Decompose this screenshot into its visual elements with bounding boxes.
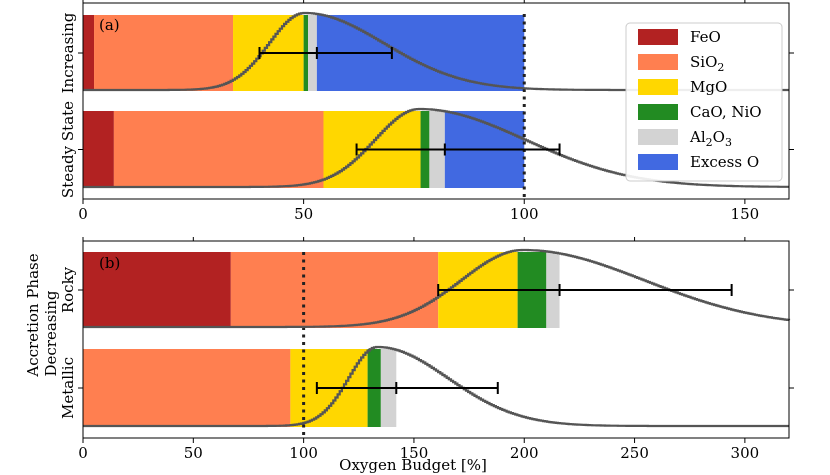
x-tick-label-100: 100: [510, 205, 539, 223]
x-tick-label-250: 250: [620, 444, 649, 462]
segment-increasing-sio2: [94, 15, 234, 91]
x-tick-label-200: 200: [510, 444, 539, 462]
y-tick-label-metallic: Metallic: [59, 357, 77, 419]
legend-label-cao-nio: CaO, NiO: [690, 103, 762, 121]
x-tick-label-50: 50: [184, 444, 203, 462]
distribution-curve-increasing: [83, 11, 789, 92]
errorbar-increasing: [258, 47, 393, 59]
panel-frame-1: [82, 2, 790, 200]
outer-y-axis-label: Accretion Phase: [24, 253, 42, 377]
group-label-decreasing: Decreasing: [42, 290, 60, 376]
panel-tag-2: (b): [99, 254, 120, 272]
x-tick-label-0: 0: [78, 205, 88, 223]
legend-swatch-sio2: [638, 54, 678, 70]
x-axis-label: Oxygen Budget [%]: [339, 456, 487, 474]
distribution-curve-steady-state: [83, 107, 789, 189]
legend-swatch-feo: [638, 29, 678, 45]
segment-rocky-sio2: [230, 252, 439, 328]
legend-swatch-al2o3: [638, 129, 678, 145]
errorbar-metallic: [315, 382, 499, 394]
panel-tag-1: (a): [99, 16, 120, 34]
errorbar-steady-state: [355, 143, 561, 156]
x-tick-label-300: 300: [731, 444, 760, 462]
segment-rocky-feo: [83, 252, 231, 328]
x-tick-label-50: 50: [294, 205, 313, 223]
distribution-curve-metallic: [83, 345, 789, 428]
errorbar-rocky: [437, 284, 733, 296]
legend-label-al2o3: Al2O3: [689, 128, 732, 149]
bar-increasing: [83, 15, 525, 91]
segment-steady-state-sio2: [113, 111, 324, 188]
bar-rocky: [83, 252, 560, 328]
legend-label-feo: FeO: [690, 28, 721, 46]
legend-swatch-cao-nio: [638, 104, 678, 120]
legend-label-excess-o: Excess O: [690, 153, 759, 171]
legend: FeO SiO2 MgO CaO, NiO Al2O3 Excess O: [625, 22, 783, 182]
panel-frame-2: [82, 240, 790, 439]
legend-label-mgo: MgO: [690, 78, 727, 96]
y-tick-label-increasing: Increasing: [59, 12, 77, 93]
distribution-curve-rocky: [83, 248, 791, 329]
y-tick-label-steady-state: Steady State: [59, 101, 77, 198]
x-tick-label-150: 150: [731, 205, 760, 223]
x-tick-label-150: 150: [400, 444, 429, 462]
legend-label-sio2: SiO2: [690, 53, 724, 74]
panel-2: Rocky Metallic 0 50 100 150 200 250 300 (b) Decrea…: [42, 237, 794, 462]
segment-increasing-feo: [83, 15, 95, 91]
y-tick-label-rocky: Rocky: [59, 266, 77, 313]
legend-swatch-excess-o: [638, 154, 678, 170]
segment-metallic-sio2: [83, 349, 291, 427]
segment-steady-state-feo: [83, 111, 114, 188]
x-tick-label-100: 100: [289, 444, 318, 462]
legend-swatch-mgo: [638, 79, 678, 95]
x-tick-label-0: 0: [78, 444, 88, 462]
